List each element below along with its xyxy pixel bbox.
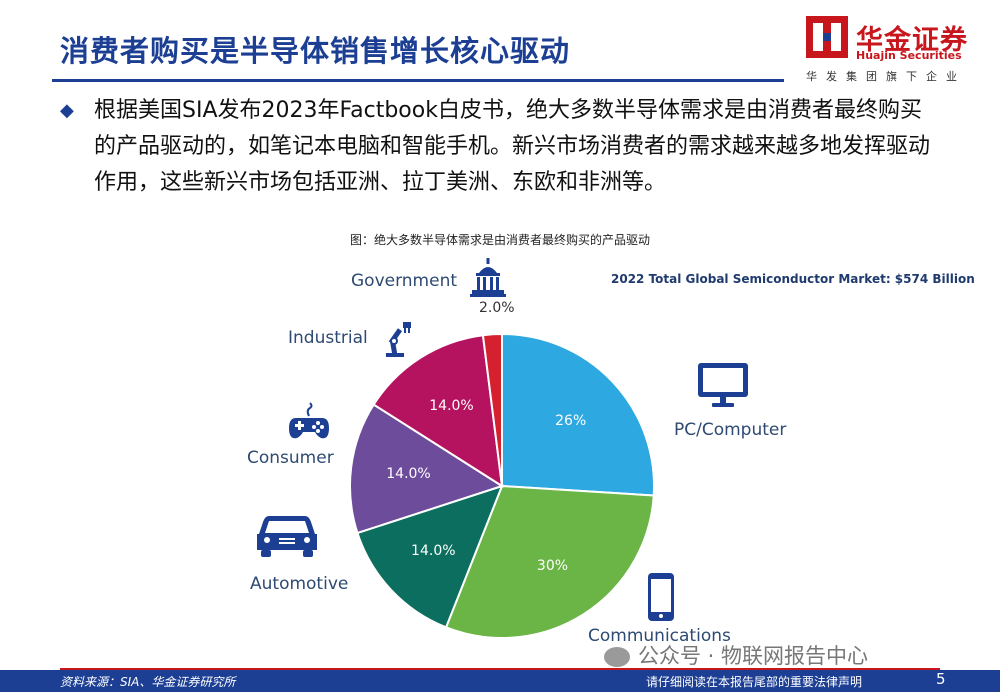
label-communications: Communications [588, 626, 731, 646]
pie-value-label: 14.0% [411, 542, 456, 559]
label-pc-computer: PC/Computer [674, 420, 787, 440]
pie-slice-industrial [372, 334, 504, 488]
smartphone-icon [648, 573, 674, 621]
pie-value-label: 2.0% [479, 300, 515, 317]
monitor-icon [698, 363, 748, 407]
logo-subtitle: 华发集团旗下企业 [806, 70, 966, 83]
pie-slice-pc-computer [501, 332, 655, 497]
title-underline [52, 79, 784, 82]
bullet-paragraph: ◆ 根据美国SIA发布2023年Factbook白皮书，绝大多数半导体需求是由消… [60, 93, 940, 201]
footer-disclaimer: 请仔细阅读在本报告尾部的重要法律声明 [646, 675, 863, 689]
diamond-bullet-icon: ◆ [60, 100, 74, 121]
label-consumer: Consumer [247, 448, 334, 468]
chart-title: 2022 Total Global Semiconductor Market: … [611, 272, 975, 286]
footer-source: 资料来源：SIA、华金证券研究所 [60, 675, 236, 689]
wechat-icon [604, 647, 630, 667]
pie-slice-consumer [349, 403, 505, 535]
pie-value-label: 30% [536, 557, 569, 574]
capitol-icon [470, 258, 506, 297]
footer-red-rule [60, 668, 940, 670]
robot-arm-icon [386, 322, 411, 357]
gamepad-icon [289, 402, 329, 439]
pie-value-label: 14.0% [386, 466, 431, 483]
logo-english-name: Huajin Securities [856, 49, 962, 62]
figure-caption: 图：绝大多数半导体需求是由消费者最终购买的产品驱动 [349, 233, 650, 247]
car-icon [257, 516, 317, 557]
label-government: Government [351, 271, 458, 291]
label-automotive: Automotive [250, 574, 349, 594]
page-title: 消费者购买是半导体销售增长核心驱动 [60, 34, 571, 68]
logo-chinese-name: 华金证券 [856, 25, 968, 56]
pie-value-label: 14.0% [429, 398, 474, 415]
wechat-watermark: 公众号 · 物联网报告中心 [604, 640, 868, 670]
pie-value-label: 26% [555, 413, 587, 430]
footer-bar [0, 670, 1000, 692]
pie-slice-government [481, 332, 503, 487]
huajin-logo-icon [806, 16, 848, 58]
bullet-text: 根据美国SIA发布2023年Factbook白皮书，绝大多数半导体需求是由消费者… [94, 98, 931, 195]
pie-slice-communications [444, 484, 655, 639]
page-number: 5 [936, 670, 946, 688]
label-industrial: Industrial [288, 328, 368, 348]
company-logo: 华金证券 Huajin Securities 华发集团旗下企业 [806, 16, 986, 86]
watermark-text: 公众号 · 物联网报告中心 [638, 644, 869, 668]
